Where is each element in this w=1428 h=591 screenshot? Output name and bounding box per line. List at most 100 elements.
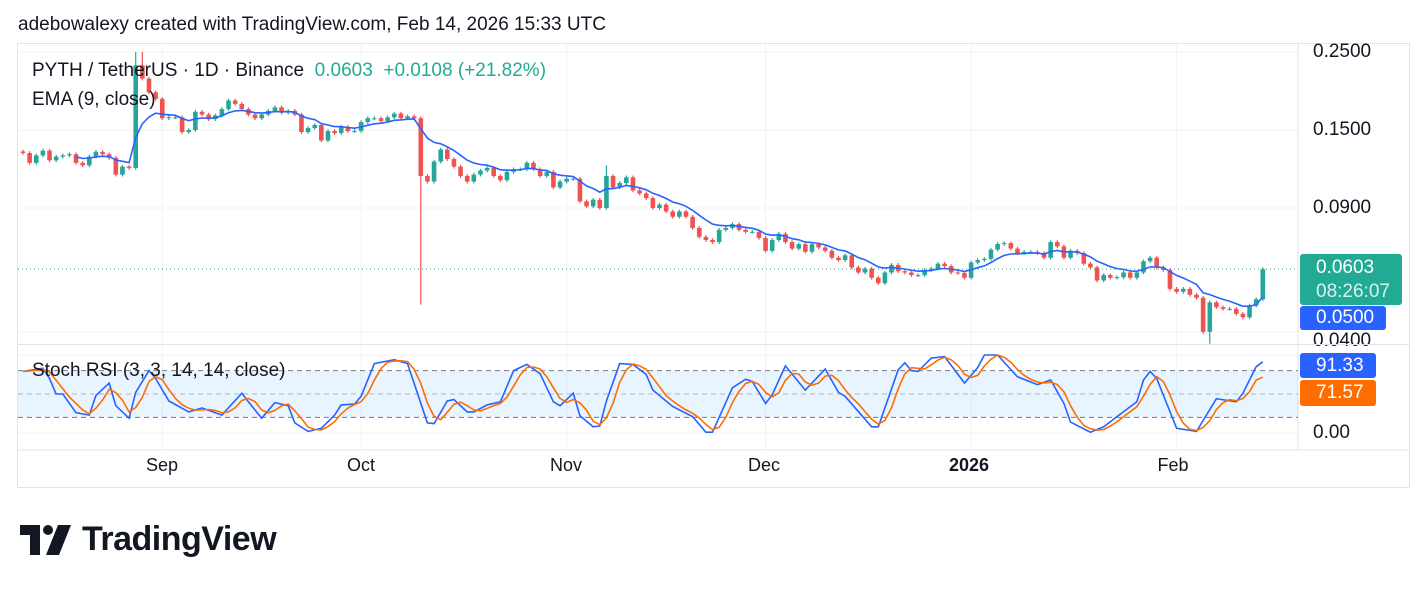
ema-legend[interactable]: EMA (9, close)	[32, 89, 156, 110]
candle	[524, 160, 530, 172]
chart-frame	[17, 43, 1410, 488]
candle	[537, 167, 543, 178]
candle	[1141, 259, 1146, 275]
candle	[1187, 287, 1193, 297]
candle-body	[869, 268, 874, 278]
candle	[630, 175, 636, 193]
candle	[570, 176, 576, 181]
candle	[1253, 297, 1259, 308]
candle	[657, 202, 662, 210]
candle-body	[40, 150, 46, 156]
candle-body	[365, 118, 371, 123]
candle	[40, 148, 46, 158]
candle-body	[624, 177, 629, 184]
candle-body	[703, 236, 709, 240]
candle	[809, 242, 815, 254]
candle	[670, 209, 676, 219]
time-tick: Feb	[1157, 455, 1189, 475]
candle	[73, 152, 79, 165]
candle	[1147, 255, 1153, 264]
pane-separator[interactable]	[17, 344, 1410, 345]
last-price-label: 0.0603 08:26:07	[1300, 254, 1402, 305]
candle	[756, 230, 762, 240]
candle	[889, 263, 894, 275]
candle-body	[856, 267, 861, 273]
candle	[27, 151, 32, 165]
candle	[484, 166, 490, 173]
candle	[975, 258, 981, 265]
ema-price-label: 0.0500	[1300, 306, 1386, 330]
tradingview-logo[interactable]: TradingView	[20, 520, 277, 559]
candle-body	[716, 229, 722, 243]
candle	[789, 240, 795, 251]
candle-body	[1233, 308, 1239, 314]
candle	[319, 123, 324, 143]
candle-body	[1094, 267, 1100, 281]
candle	[1233, 307, 1239, 316]
candle	[305, 126, 311, 134]
candles	[20, 52, 1266, 344]
candle-body	[498, 175, 503, 181]
candle	[20, 149, 26, 155]
candle-body	[1214, 302, 1219, 308]
candle-body	[710, 239, 715, 243]
candle	[53, 154, 59, 163]
candle	[849, 253, 855, 270]
candle-body	[935, 263, 941, 269]
time-tick: 2026	[948, 455, 990, 475]
candle-body	[584, 201, 589, 207]
candle-body	[1200, 297, 1206, 332]
candle-body	[544, 171, 550, 176]
candle-body	[33, 155, 39, 163]
candle-body	[750, 231, 755, 233]
candle	[1041, 251, 1047, 260]
candle-body	[551, 171, 556, 188]
candle	[146, 76, 152, 95]
candle	[418, 116, 424, 305]
candle-body	[391, 113, 397, 118]
chart-credit: adebowalexy created with TradingView.com…	[18, 14, 606, 35]
candle	[398, 111, 404, 121]
time-tick: Oct	[346, 455, 376, 475]
candle-body	[756, 231, 762, 238]
candle-body	[1108, 275, 1113, 278]
candle	[438, 147, 443, 164]
candle	[875, 275, 881, 286]
candle	[1240, 312, 1246, 320]
candle-body	[683, 211, 689, 217]
candle-body	[537, 169, 543, 176]
candle	[232, 98, 238, 106]
candle	[1121, 270, 1126, 280]
candle-body	[1021, 251, 1027, 254]
stoch-k-label: 91.33	[1300, 353, 1376, 378]
stoch-legend[interactable]: Stoch RSI (3, 3, 14, 14, close)	[32, 360, 286, 381]
candle-body	[1260, 269, 1266, 300]
candle-body	[319, 124, 324, 141]
candle-body	[1015, 248, 1020, 254]
candle	[186, 128, 192, 134]
candle-body	[1161, 267, 1166, 270]
price-tick: 0.0400	[1313, 330, 1372, 351]
candle	[663, 202, 669, 214]
candle-body	[345, 126, 351, 132]
candle-body	[120, 166, 125, 175]
candle	[624, 175, 629, 185]
candle-body	[531, 162, 536, 170]
candle-body	[425, 175, 430, 182]
candle	[1260, 267, 1266, 302]
stoch-d-label: 71.57	[1300, 380, 1376, 406]
candle-body	[1187, 288, 1193, 295]
candle	[332, 129, 337, 135]
candle-body	[643, 193, 649, 199]
candle	[199, 109, 205, 117]
candle-body	[206, 114, 211, 120]
candle	[140, 52, 145, 81]
candle-body	[922, 269, 927, 276]
candle-body	[146, 78, 152, 93]
candle-body	[27, 153, 32, 163]
candle	[365, 116, 371, 124]
candle	[464, 174, 470, 184]
candle	[252, 112, 258, 121]
candle	[829, 248, 835, 260]
